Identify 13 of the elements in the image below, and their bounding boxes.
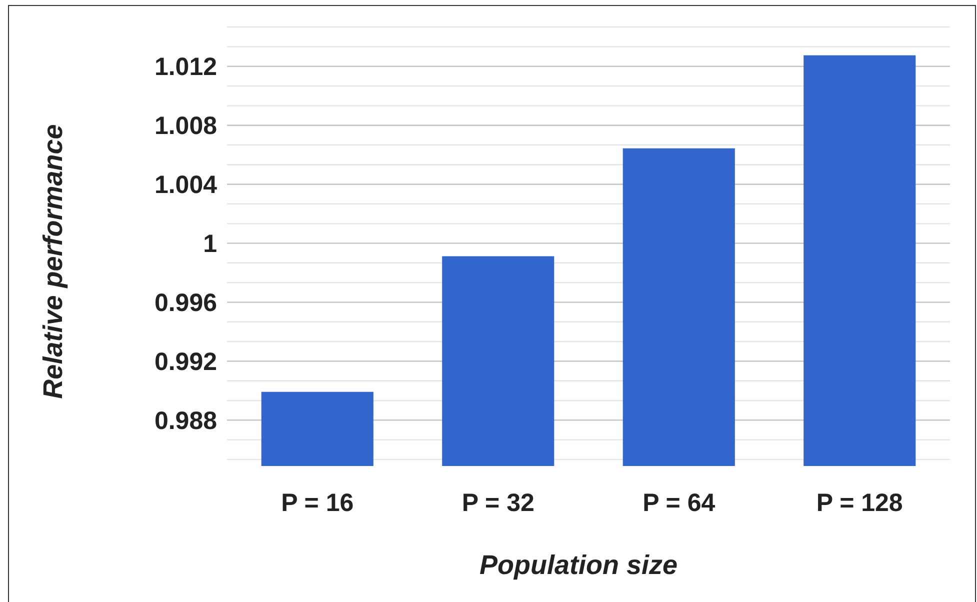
y-tick-label: 0.996 <box>154 288 217 317</box>
y-tick-label: 1.008 <box>154 112 218 140</box>
x-tick-label: P = 32 <box>462 489 534 517</box>
y-tick-label: 1 <box>203 230 218 258</box>
x-tick-label: P = 64 <box>642 489 716 517</box>
x-tick-label: P = 16 <box>281 489 354 517</box>
y-tick-label: 1.004 <box>154 171 218 200</box>
y-axis-title: Relative performance <box>38 124 68 399</box>
x-tick-label: P = 128 <box>816 489 903 517</box>
x-axis-title: Population size <box>479 550 678 580</box>
y-tick-label: 0.992 <box>154 348 217 376</box>
y-tick-label: 1.012 <box>154 53 217 82</box>
y-tick-label: 0.988 <box>154 406 218 435</box>
